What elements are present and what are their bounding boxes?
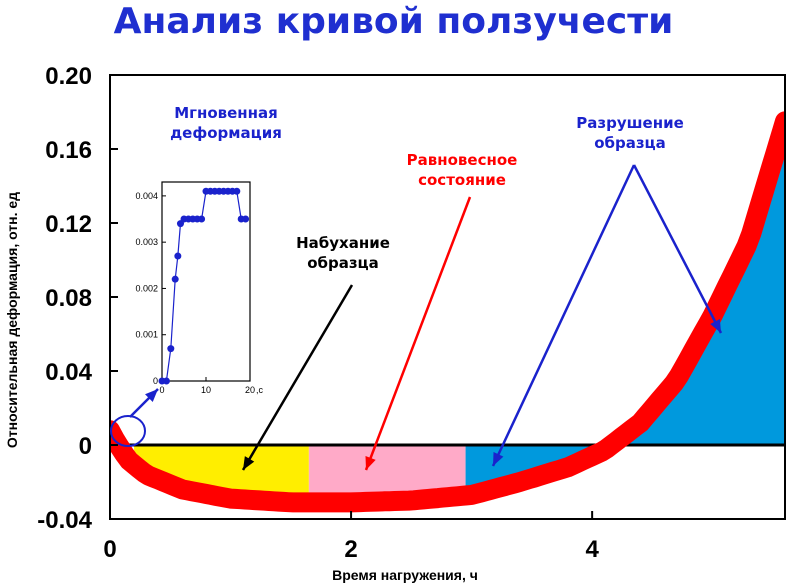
annotation-swelling: Набухание [296, 234, 390, 252]
y-tick-label: 0.16 [45, 137, 92, 164]
y-tick-label: 0 [79, 433, 92, 460]
inset-point [233, 187, 241, 195]
inset-background [118, 170, 268, 405]
y-tick-label: 0.04 [45, 359, 92, 386]
x-axis-label: Время нагружения, ч [332, 567, 478, 583]
region-2 [308, 445, 466, 503]
annotation-destruction: образца [594, 134, 666, 152]
creep-curve [110, 111, 785, 513]
inset-y-tick-label: 0.004 [135, 191, 158, 201]
inset-y-tick-label: 0.001 [135, 330, 158, 340]
arrow-inset-head [145, 389, 158, 402]
region-3 [465, 121, 785, 496]
inset-point [167, 345, 175, 353]
x-tick-label: 4 [585, 536, 599, 563]
chart-title: Анализ кривой ползучести [113, 1, 674, 42]
arrow-swelling-head [243, 456, 255, 470]
y-tick-label: 0.12 [45, 211, 92, 238]
inset-point [162, 377, 170, 385]
inset-x-tick-label: 20 [245, 385, 255, 395]
arrow-equilibrium-head [365, 456, 376, 470]
arrow-destruction-1-head [493, 452, 504, 466]
arrow-destruction-2-head [710, 319, 721, 333]
inset-point [198, 215, 206, 223]
inset-x-unit: ,с [256, 385, 264, 395]
inset-x-tick-label: 0 [159, 385, 164, 395]
inset-y-tick-label: 0.002 [135, 283, 158, 293]
annotation-destruction: Разрушение [576, 114, 684, 132]
annotation-equilibrium: состояние [418, 171, 506, 189]
y-tick-label: -0.04 [37, 507, 92, 534]
inset-point [171, 275, 179, 283]
annotation-instant: Мгновенная [174, 104, 278, 122]
arrow-destruction-1-line [491, 164, 636, 467]
y-tick-label: 0.08 [45, 285, 92, 312]
inset-y-tick-label: 0.003 [135, 237, 158, 247]
y-tick-label: 0.20 [45, 63, 92, 90]
annotation-instant: деформация [170, 124, 282, 142]
inset-y-tick-label: 0 [153, 376, 158, 386]
y-axis-label: Относительная деформация, отн. ед [4, 192, 20, 448]
inset-point [242, 215, 250, 223]
region-1 [134, 445, 309, 503]
x-tick-label: 2 [344, 536, 357, 563]
arrow-destruction-2-line [632, 164, 723, 334]
arrow-equilibrium-line [364, 196, 472, 471]
annotation-equilibrium: Равновесное [407, 151, 518, 169]
x-tick-label: 0 [103, 536, 116, 563]
arrow-swelling-line [241, 284, 354, 471]
annotation-swelling: образца [307, 254, 379, 272]
origin-highlight-circle [110, 415, 146, 447]
inset-point [174, 252, 182, 260]
inset-x-tick-label: 10 [201, 385, 211, 395]
